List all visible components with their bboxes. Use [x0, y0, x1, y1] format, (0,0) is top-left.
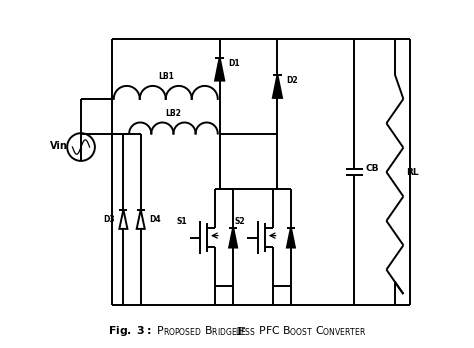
Text: D2: D2	[286, 76, 298, 85]
Text: LB2: LB2	[165, 109, 182, 118]
Text: D3: D3	[103, 215, 115, 224]
Polygon shape	[287, 228, 295, 247]
Text: D4: D4	[149, 215, 161, 224]
Text: F: F	[237, 326, 245, 337]
Text: S2: S2	[234, 217, 245, 226]
Polygon shape	[273, 75, 282, 98]
Text: S1: S1	[176, 217, 187, 226]
Text: LB1: LB1	[158, 72, 173, 81]
Text: $\mathbf{Fig.\ 3:}\ \mathrm{P_{ROPOSED}\ B_{RIDGELESS}\ PFC\ B_{OOST}\ C_{ONVERT: $\mathbf{Fig.\ 3:}\ \mathrm{P_{ROPOSED}\…	[108, 324, 366, 338]
Text: D1: D1	[228, 59, 240, 68]
Polygon shape	[215, 57, 224, 81]
Text: RL: RL	[406, 168, 419, 176]
Text: CB: CB	[365, 164, 379, 173]
Polygon shape	[229, 228, 237, 247]
Text: Vin: Vin	[50, 141, 68, 151]
